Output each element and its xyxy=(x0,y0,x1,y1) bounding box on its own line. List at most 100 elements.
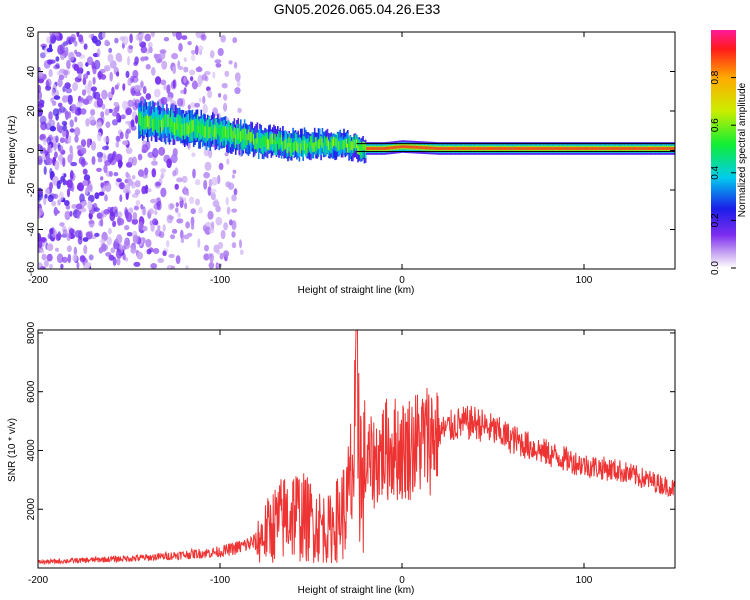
heatmap-noise-cell xyxy=(191,152,196,157)
heatmap-noise-cell xyxy=(111,86,115,95)
heatmap-ridge-cell xyxy=(398,145,400,149)
heatmap-noise-cell xyxy=(159,49,167,54)
heatmap-ridge-cell xyxy=(194,124,196,136)
heatmap-ridge-cell xyxy=(466,147,469,150)
heatmap-ridge-cell xyxy=(340,140,343,150)
heatmap-ridge-cell xyxy=(344,138,347,148)
x-tick-label: -100 xyxy=(210,575,230,586)
heatmap-noise-cell xyxy=(113,172,119,177)
heatmap-ridge-cell xyxy=(223,126,226,138)
heatmap-noise-cell xyxy=(49,182,53,190)
heatmap-ridge-cell xyxy=(542,147,544,150)
heatmap-ridge-cell xyxy=(582,147,585,150)
heatmap-ridge-cell xyxy=(164,114,167,128)
heatmap-noise-cell xyxy=(128,207,134,214)
heatmap-noise-cell xyxy=(133,205,139,211)
heatmap-ridge-cell xyxy=(195,119,197,132)
heatmap-noise-cell xyxy=(69,170,74,180)
heatmap-ridge-cell xyxy=(237,128,240,140)
heatmap-ridge-cell xyxy=(248,132,251,144)
heatmap-noise-cell xyxy=(113,101,119,107)
heatmap-noise-cell xyxy=(130,75,135,84)
heatmap-noise-cell xyxy=(189,196,195,205)
heatmap-noise-cell xyxy=(226,206,231,215)
heatmap-ridge-cell xyxy=(391,146,394,150)
snr-x-ticks: -200 -100 0 100 xyxy=(28,330,593,586)
heatmap-ridge-cell xyxy=(324,136,326,146)
heatmap-noise-cell xyxy=(125,70,130,78)
heatmap-ridge-cell xyxy=(187,125,190,138)
heatmap-ridge-cell xyxy=(343,140,345,150)
heatmap-noise-cell xyxy=(157,58,163,63)
heatmap-ridge-cell xyxy=(637,147,640,150)
heatmap-ridge-cell xyxy=(429,146,432,150)
heatmap-ridge-cell xyxy=(473,147,475,150)
heatmap-ridge-cell xyxy=(480,147,483,150)
y-tick-label: 0 xyxy=(26,147,37,153)
heatmap-ridge-cell xyxy=(260,138,262,149)
heatmap-ridge-cell xyxy=(549,147,552,150)
heatmap-noise-cell xyxy=(65,129,69,139)
heatmap-noise-cell xyxy=(46,36,51,44)
heatmap-ridge-cell xyxy=(581,147,584,150)
heatmap-ridge-cell xyxy=(215,127,218,140)
heatmap-ridge-cell xyxy=(656,147,659,150)
spectrogram-x-ticks: -200 -100 0 100 xyxy=(28,32,593,286)
heatmap-ridge-cell xyxy=(166,115,168,129)
heatmap-noise-cell xyxy=(38,193,41,203)
heatmap-noise-cell xyxy=(76,101,83,108)
heatmap-ridge-cell xyxy=(673,147,675,150)
heatmap-noise-cell xyxy=(132,69,139,78)
heatmap-noise-cell xyxy=(231,208,238,213)
heatmap-noise-cell xyxy=(52,108,60,117)
heatmap-noise-cell xyxy=(140,56,146,62)
heatmap-ridge-cell xyxy=(521,147,524,150)
heatmap-ridge-cell xyxy=(420,146,423,149)
heatmap-ridge-cell xyxy=(285,137,288,148)
heatmap-ridge-cell xyxy=(147,114,149,128)
heatmap-noise-cell xyxy=(107,206,112,213)
heatmap-noise-cell xyxy=(94,192,100,200)
heatmap-noise-cell xyxy=(179,196,183,202)
heatmap-noise-cell xyxy=(162,250,167,257)
heatmap-noise-cell xyxy=(166,158,172,169)
heatmap-noise-cell xyxy=(67,94,73,105)
heatmap-ridge-cell xyxy=(363,141,366,151)
heatmap-ridge-cell xyxy=(229,125,232,137)
heatmap-ridge-cell xyxy=(214,125,217,137)
heatmap-ridge-cell xyxy=(576,147,578,150)
heatmap-ridge-cell xyxy=(245,128,247,140)
heatmap-noise-cell xyxy=(126,128,131,134)
heatmap-ridge-cell xyxy=(305,143,307,154)
heatmap-ridge-cell xyxy=(493,147,496,150)
heatmap-noise-cell xyxy=(234,87,241,95)
heatmap-noise-cell xyxy=(51,88,56,97)
heatmap-noise-cell xyxy=(62,41,68,46)
heatmap-ridge-cell xyxy=(299,143,302,154)
heatmap-ridge-cell xyxy=(335,138,338,148)
heatmap-ridge-cell xyxy=(205,124,208,137)
heatmap-noise-cell xyxy=(157,258,164,263)
heatmap-ridge-cell xyxy=(413,145,415,149)
heatmap-noise-cell xyxy=(114,37,119,44)
heatmap-noise-cell xyxy=(138,36,142,44)
heatmap-ridge-cell xyxy=(288,136,290,147)
heatmap-noise-cell xyxy=(76,209,81,220)
heatmap-noise-cell xyxy=(82,168,88,175)
heatmap-noise-cell xyxy=(49,125,57,132)
heatmap-noise-cell xyxy=(216,250,221,255)
heatmap-noise-cell xyxy=(53,95,61,100)
heatmap-noise-cell xyxy=(171,265,176,269)
heatmap-ridge-cell xyxy=(477,147,479,150)
snr-series-line xyxy=(38,330,675,566)
heatmap-noise-cell xyxy=(125,212,133,223)
heatmap-ridge-cell xyxy=(508,147,511,150)
heatmap-noise-cell xyxy=(39,115,47,125)
heatmap-noise-cell xyxy=(46,154,50,165)
heatmap-ridge-cell xyxy=(401,145,404,148)
heatmap-ridge-cell xyxy=(668,147,670,150)
heatmap-noise-cell xyxy=(46,243,54,252)
heatmap-noise-cell xyxy=(158,146,166,156)
heatmap-noise-cell xyxy=(207,186,212,196)
heatmap-ridge-cell xyxy=(418,146,420,149)
